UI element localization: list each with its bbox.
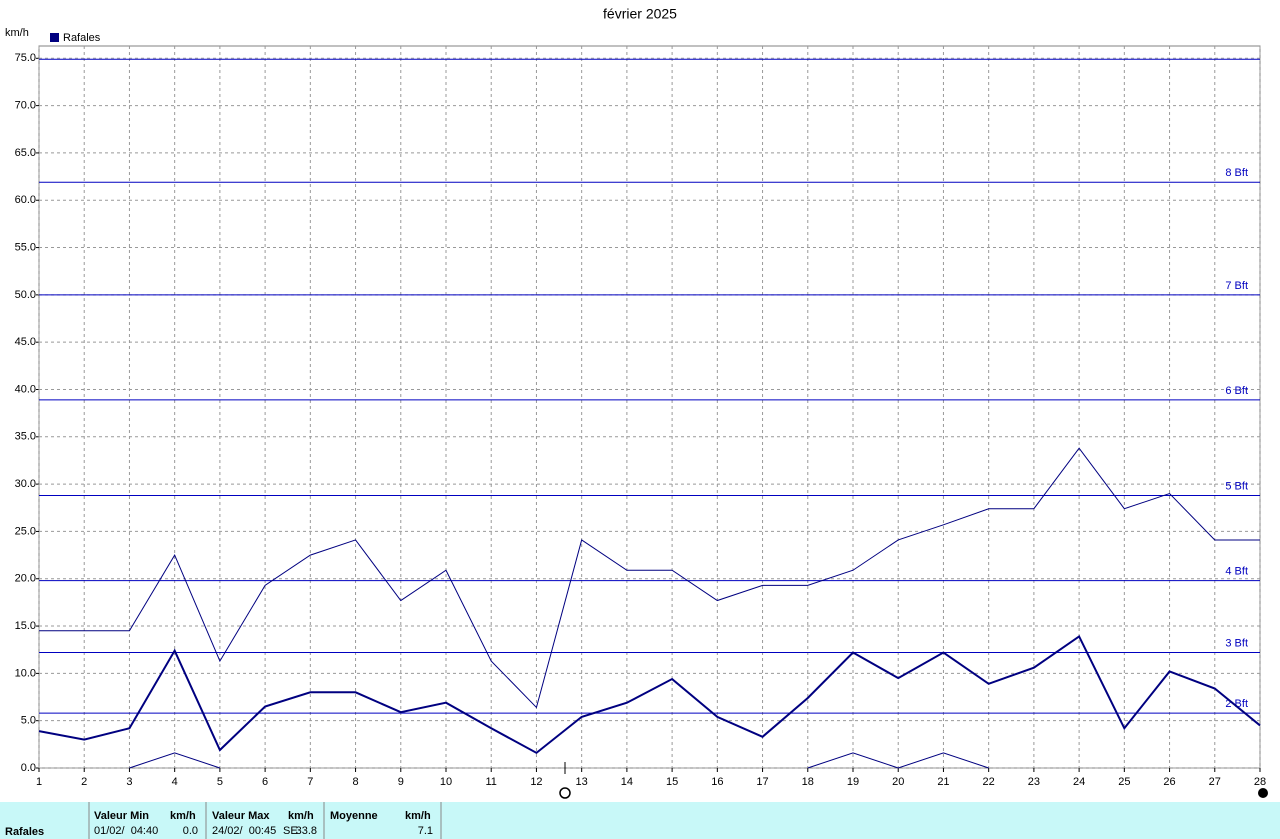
summary-table: Valeur Min km/h Valeur Max km/h Moyenne … bbox=[0, 802, 1280, 839]
x-tick-label: 19 bbox=[847, 776, 859, 788]
table-cell: 01/02/ 04:40 bbox=[94, 825, 158, 837]
x-tick-label: 25 bbox=[1118, 776, 1130, 788]
y-tick-label: 60.0 bbox=[15, 194, 36, 206]
y-tick-label: 45.0 bbox=[15, 336, 36, 348]
x-tick-label: 28 bbox=[1254, 776, 1266, 788]
x-tick-label: 20 bbox=[892, 776, 904, 788]
y-tick-label: 55.0 bbox=[15, 241, 36, 253]
x-tick-label: 23 bbox=[1028, 776, 1040, 788]
x-tick-label: 8 bbox=[352, 776, 358, 788]
x-tick-label: 17 bbox=[756, 776, 768, 788]
table-header: Moyenne bbox=[330, 810, 378, 822]
x-tick-label: 2 bbox=[81, 776, 87, 788]
table-cell: 33.8 bbox=[296, 825, 317, 837]
table-header: km/h bbox=[288, 810, 314, 822]
y-tick-label: 50.0 bbox=[15, 289, 36, 301]
y-axis-label: km/h bbox=[5, 27, 29, 39]
legend-label: Rafales bbox=[63, 32, 101, 44]
x-tick-label: 24 bbox=[1073, 776, 1085, 788]
table-cell: 0.0 bbox=[183, 825, 198, 837]
legend-swatch bbox=[50, 33, 59, 42]
y-tick-label: 65.0 bbox=[15, 147, 36, 159]
x-tick-label: 10 bbox=[440, 776, 452, 788]
y-tick-label: 40.0 bbox=[15, 383, 36, 395]
y-tick-label: 0.0 bbox=[21, 762, 36, 774]
x-tick-label: 9 bbox=[398, 776, 404, 788]
series-line bbox=[38, 634, 1261, 755]
table-header: km/h bbox=[405, 810, 431, 822]
x-tick-label: 15 bbox=[666, 776, 678, 788]
x-tick-label: 27 bbox=[1209, 776, 1221, 788]
beaufort-label: 4 Bft bbox=[1225, 566, 1248, 578]
x-tick-label: 26 bbox=[1163, 776, 1175, 788]
y-tick-label: 75.0 bbox=[15, 52, 36, 64]
x-tick-label: 4 bbox=[172, 776, 178, 788]
x-tick-label: 14 bbox=[621, 776, 633, 788]
x-tick-label: 16 bbox=[711, 776, 723, 788]
table-background bbox=[0, 802, 1280, 839]
table-cell: SE bbox=[283, 825, 298, 837]
x-tick-label: 11 bbox=[486, 776, 497, 788]
x-tick-label: 6 bbox=[262, 776, 268, 788]
y-tick-label: 10.0 bbox=[15, 667, 36, 679]
beaufort-label: 3 Bft bbox=[1225, 637, 1248, 649]
table-header: km/h bbox=[170, 810, 196, 822]
chart-title: février 2025 bbox=[603, 6, 677, 22]
beaufort-label: 6 Bft bbox=[1225, 385, 1248, 397]
beaufort-label: 8 Bft bbox=[1225, 167, 1248, 179]
x-tick-label: 21 bbox=[937, 776, 949, 788]
x-tick-label: 3 bbox=[126, 776, 132, 788]
y-tick-label: 70.0 bbox=[15, 100, 36, 112]
x-tick-label: 22 bbox=[983, 776, 995, 788]
y-tick-label: 15.0 bbox=[15, 620, 36, 632]
moon-phase bbox=[1258, 788, 1268, 798]
plot-area: 0.0 5.0 10.0 15.0 20.0 25.0 30.0 35.0 40.0 45.0 50… bbox=[15, 45, 1266, 788]
moon-phase bbox=[559, 787, 571, 799]
series-line bbox=[39, 447, 1260, 709]
table-row-label: Rafales bbox=[5, 826, 44, 838]
beaufort-label: 7 Bft bbox=[1225, 280, 1248, 292]
y-tick-label: 30.0 bbox=[15, 478, 36, 490]
y-tick-label: 20.0 bbox=[15, 573, 36, 585]
table-cell: 7.1 bbox=[418, 825, 433, 837]
y-tick-label: 35.0 bbox=[15, 431, 36, 443]
x-tick-label: 13 bbox=[576, 776, 588, 788]
table-cell: 24/02/ 00:45 bbox=[212, 825, 276, 837]
x-tick-label: 12 bbox=[530, 776, 542, 788]
x-tick-label: 5 bbox=[217, 776, 223, 788]
y-tick-label: 5.0 bbox=[21, 715, 36, 727]
table-header: Valeur Max bbox=[212, 810, 270, 822]
beaufort-label: 5 Bft bbox=[1225, 480, 1248, 492]
table-header: Valeur Min bbox=[94, 810, 149, 822]
y-tick-label: 25.0 bbox=[15, 525, 36, 537]
x-tick-label: 1 bbox=[36, 776, 42, 788]
plot-frame bbox=[38, 45, 1261, 769]
series-line bbox=[129, 752, 989, 769]
x-tick-label: 18 bbox=[802, 776, 814, 788]
x-tick-label: 7 bbox=[307, 776, 313, 788]
